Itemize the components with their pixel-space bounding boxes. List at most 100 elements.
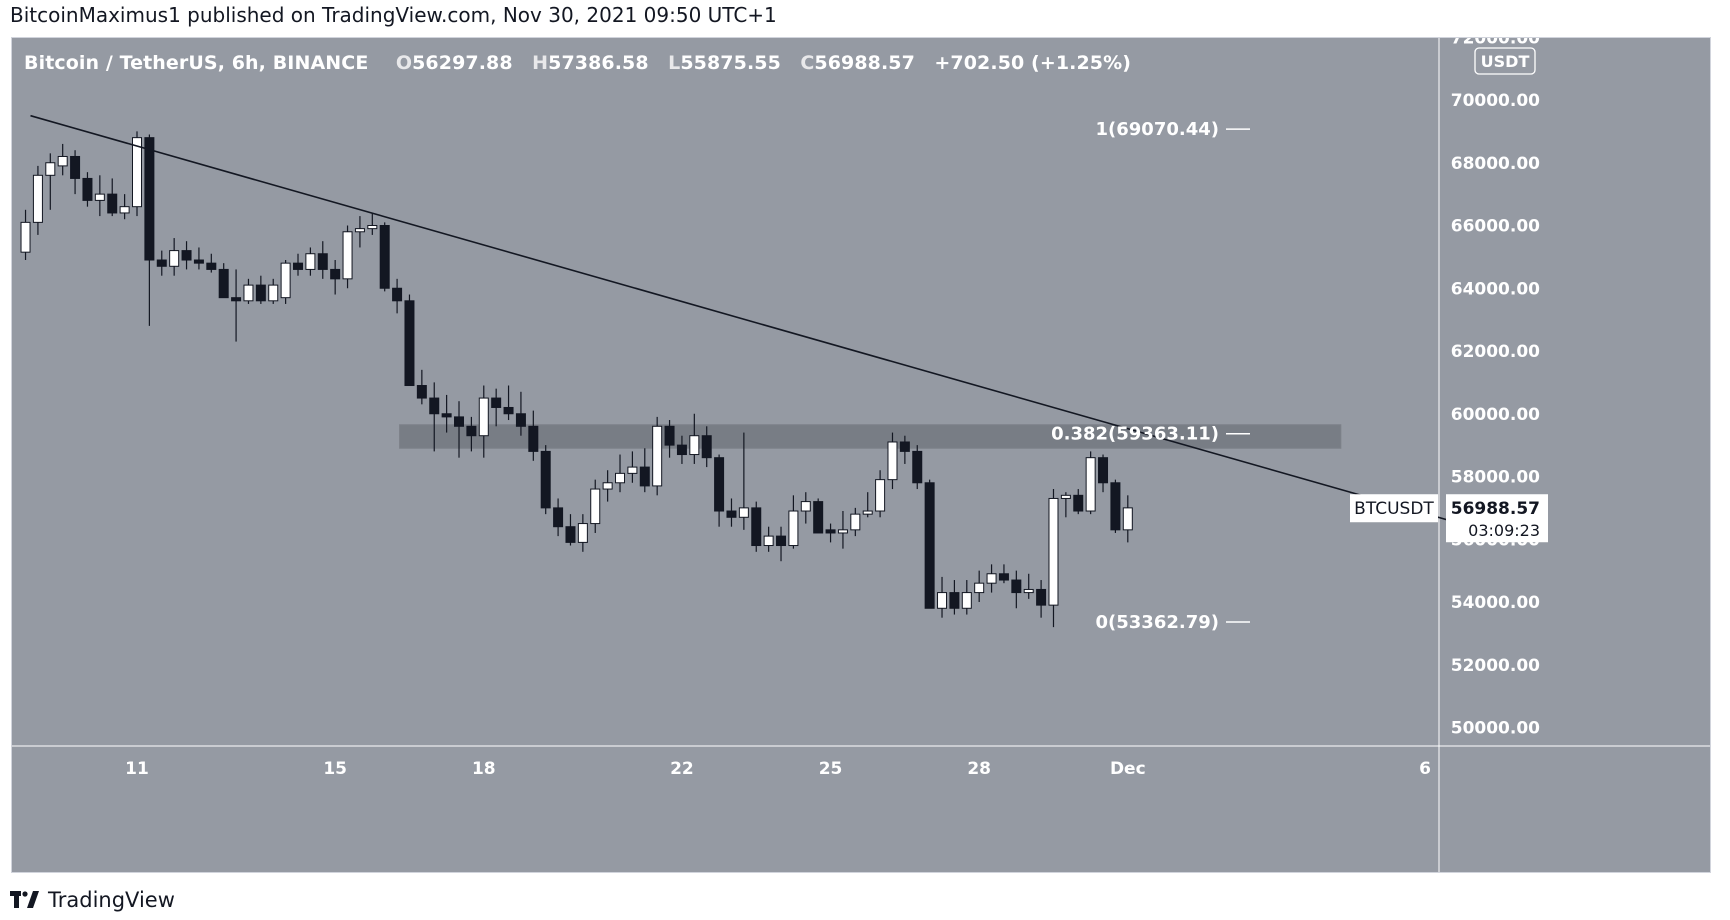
candle-body-up <box>268 284 279 302</box>
candle <box>689 413 700 464</box>
candle <box>937 576 948 618</box>
candle-body-up <box>875 479 886 512</box>
candle <box>837 511 848 549</box>
time-tick-label: Dec <box>1110 759 1146 779</box>
price-scale-background <box>1439 38 1710 746</box>
candle-body-down <box>416 385 427 399</box>
candle-body-down <box>144 137 155 261</box>
chart-pane[interactable]: 1(69070.44) 0.382(59363.11) 0(53362.79) 72… <box>11 37 1711 873</box>
candle <box>639 448 650 493</box>
candle-body-up <box>763 535 774 547</box>
candle <box>1085 451 1096 515</box>
fib-level-label: 0.382(59363.11) <box>1051 424 1219 445</box>
candle-body-up <box>20 221 31 253</box>
candle-body-down <box>330 268 341 280</box>
candle <box>986 564 997 593</box>
candle-body-up <box>119 206 130 214</box>
price-tick-label: 64000.00 <box>1451 279 1540 299</box>
candle-body-up <box>1122 507 1133 531</box>
candle <box>540 445 551 515</box>
candle-body-up <box>850 513 861 531</box>
time-tick-label: 28 <box>967 759 991 779</box>
candle <box>280 260 291 304</box>
chart-svg[interactable]: 1(69070.44) 0.382(59363.11) 0(53362.79) 72… <box>12 38 1711 873</box>
candle-body-down <box>255 284 266 302</box>
open-value: 56297.88 <box>412 52 513 74</box>
time-tick-label: 15 <box>323 759 347 779</box>
candle <box>206 253 217 273</box>
candle <box>1048 489 1059 628</box>
candle <box>330 260 341 295</box>
change-value: +702.50 (+1.25%) <box>934 52 1132 74</box>
candle-body-up <box>478 397 489 437</box>
candle-body-down <box>949 592 960 609</box>
candle-body-up <box>974 582 985 594</box>
candle-body-down <box>664 425 675 446</box>
candle <box>553 498 564 537</box>
plot-background <box>12 38 1439 746</box>
candle <box>478 385 489 458</box>
tradingview-logo[interactable]: TradingView <box>10 888 175 912</box>
candle-body-up <box>937 592 948 609</box>
candle-body-up <box>305 253 316 270</box>
price-tick-label: 50000.00 <box>1451 719 1540 739</box>
candle <box>20 209 31 261</box>
candle-body-up <box>590 488 601 525</box>
symbol-name[interactable]: Bitcoin / TetherUS, 6h, BINANCE <box>24 52 369 74</box>
candle-body-down <box>1011 579 1022 594</box>
price-tick-label: 52000.00 <box>1451 656 1540 676</box>
candle-body-down <box>293 262 304 270</box>
candle <box>1098 454 1109 493</box>
candle-body-up <box>862 510 873 515</box>
candle-body-down <box>107 193 118 214</box>
candle-body-down <box>676 444 687 456</box>
candle <box>231 269 242 342</box>
candle <box>193 247 204 270</box>
candle-body-down <box>231 297 242 302</box>
candle-body-up <box>788 510 799 547</box>
time-tick-label: 18 <box>472 759 496 779</box>
candle <box>441 394 452 433</box>
candle-body-up <box>94 193 105 201</box>
candle-body-up <box>45 162 56 176</box>
candle <box>788 495 799 549</box>
price-tick-label: 58000.00 <box>1451 468 1540 488</box>
candle-body-down <box>429 397 440 415</box>
candle-body-down <box>1073 494 1084 512</box>
symbol-tag <box>1350 494 1438 523</box>
brand-name: TradingView <box>48 888 175 912</box>
candle-body-up <box>577 523 588 543</box>
candle-body-up <box>132 137 142 208</box>
currency-box <box>1474 47 1536 75</box>
candle-body-up <box>887 441 898 481</box>
time-tick-label: 6 <box>1419 759 1431 779</box>
last-price-label: 56988.57 <box>1451 499 1540 519</box>
candle <box>813 498 824 534</box>
candle <box>998 564 1009 584</box>
candle-body-up <box>615 472 626 484</box>
candle-body-up <box>243 284 254 302</box>
candle-body-up <box>986 573 997 584</box>
candle <box>379 222 390 292</box>
symbol-tag-label: BTCUSDT <box>1354 499 1434 519</box>
candle <box>416 369 427 405</box>
candle <box>454 401 465 458</box>
candle-body-down <box>317 253 328 270</box>
candle-body-up <box>1048 497 1059 606</box>
price-tick-label: 54000.00 <box>1451 593 1540 613</box>
candle <box>862 492 873 518</box>
candle <box>466 416 477 452</box>
time-tick-label: 11 <box>125 759 149 779</box>
candle-body-up <box>1060 494 1071 499</box>
price-tick-label: 60000.00 <box>1451 405 1540 425</box>
candle-body-down <box>82 177 93 201</box>
candle <box>1110 479 1121 533</box>
candle-body-up <box>280 262 291 299</box>
candle <box>528 410 539 461</box>
candle <box>503 385 514 421</box>
candle-body-down <box>156 259 167 267</box>
candle-body-down <box>639 466 650 487</box>
candle-body-up <box>800 501 811 512</box>
candle-body-up <box>32 174 43 223</box>
candle <box>714 454 725 527</box>
